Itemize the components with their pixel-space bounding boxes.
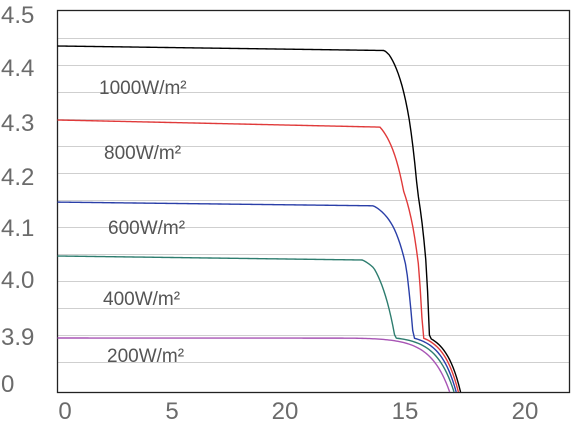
- y-tick-label: 4.5: [1, 2, 34, 29]
- x-tick-label: 0: [58, 398, 71, 423]
- series-line-200w: [57, 337, 451, 393]
- y-tick-label: 4.1: [1, 215, 34, 242]
- y-tick-label: 4.2: [1, 164, 34, 191]
- y-tick-label: 4.4: [1, 55, 34, 82]
- y-tick-labels: 4.5 4.4 4.3 4.2 4.1 4.0 3.9 0: [1, 2, 34, 398]
- series-line-600w: [57, 201, 457, 393]
- curve-label-1000w: 1000W/m²: [99, 78, 187, 99]
- series-line-1000w: [57, 45, 462, 393]
- x-tick-label: 20: [512, 398, 539, 423]
- curve-label-200w: 200W/m²: [107, 346, 184, 367]
- y-tick-label: 3.9: [1, 324, 34, 351]
- curve-label-400w: 400W/m²: [103, 289, 180, 310]
- series-line-400w: [57, 255, 455, 393]
- series-line-800w: [57, 119, 460, 393]
- x-tick-labels: 0 5 20 15 20: [58, 398, 538, 423]
- plot-frame: [56, 9, 571, 394]
- y-tick-label: 4.0: [1, 267, 34, 294]
- x-tick-label: 20: [272, 398, 299, 423]
- y-tick-label: 4.3: [1, 110, 34, 137]
- curve-label-600w: 600W/m²: [108, 218, 185, 239]
- grid-lines: [57, 38, 570, 363]
- curve-label-800w: 800W/m²: [104, 143, 181, 164]
- y-tick-label: 0: [1, 371, 14, 398]
- x-tick-label: 15: [392, 398, 419, 423]
- curves: [57, 45, 462, 393]
- curve-labels: 1000W/m² 800W/m² 600W/m² 400W/m² 200W/m²: [99, 78, 187, 367]
- x-tick-label: 5: [165, 398, 178, 423]
